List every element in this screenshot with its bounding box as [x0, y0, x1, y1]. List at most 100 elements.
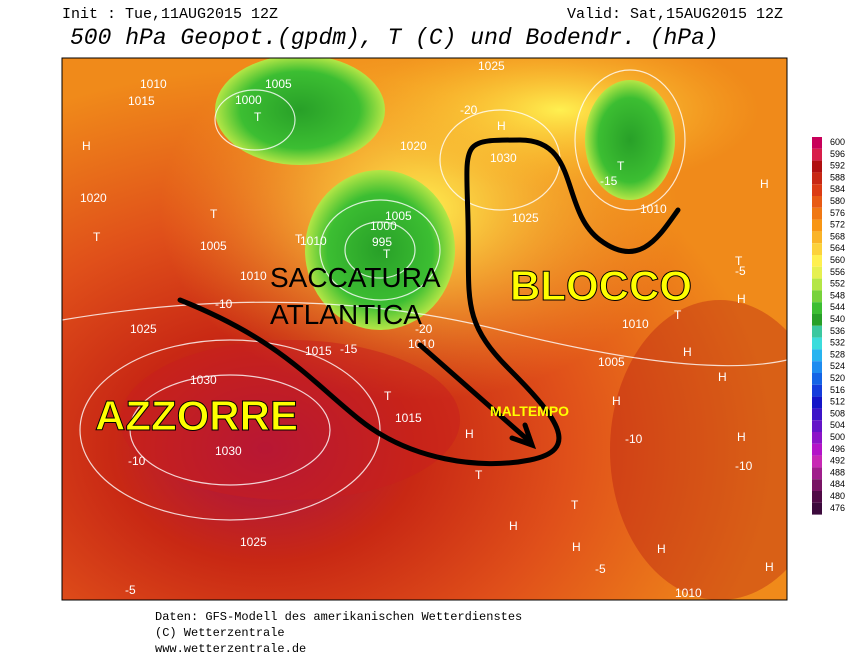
colorbar-swatch [812, 432, 822, 444]
map-label: 1010 [300, 234, 327, 248]
map-label: 1020 [400, 139, 427, 153]
colorbar-swatch [812, 172, 822, 185]
colorbar-swatch [812, 325, 822, 338]
colorbar-label: 508 [830, 408, 845, 418]
annotation: BLOCCO [510, 262, 692, 309]
colorbar-label: 476 [830, 503, 845, 513]
annotation: ATLANTICA [270, 299, 422, 330]
colorbar-swatch [812, 420, 822, 432]
colorbar-label: 512 [830, 397, 845, 407]
colorbar-swatch [812, 148, 822, 161]
colorbar-swatch [812, 373, 822, 385]
colorbar-label: 484 [830, 479, 845, 489]
colorbar-swatch [812, 243, 822, 255]
colorbar-label: 492 [830, 456, 845, 466]
colorbar-swatch [812, 467, 822, 480]
map-label: T [383, 247, 391, 261]
annotation: SACCATURA [270, 262, 441, 293]
colorbar-label: 584 [830, 184, 845, 194]
colorbar-label: 504 [830, 420, 845, 430]
init-time: Init : Tue,11AUG2015 12Z [62, 6, 278, 23]
map-label: 1015 [305, 344, 332, 358]
colorbar-swatch [812, 479, 822, 491]
map-label: -10 [128, 454, 146, 468]
annotation: MALTEMPO [490, 403, 569, 419]
map-label: H [683, 345, 692, 359]
map-label: -15 [340, 342, 358, 356]
colorbar-label: 588 [830, 172, 845, 182]
map [62, 58, 787, 600]
colorbar-label: 496 [830, 444, 845, 454]
map-label: 1025 [240, 535, 267, 549]
colorbar-label: 516 [830, 385, 845, 395]
map-label: 1010 [140, 77, 167, 91]
colorbar-swatch [812, 255, 822, 267]
map-title: 500 hPa Geopot.(gpdm), T (C) und Bodendr… [70, 25, 719, 51]
colorbar-swatch [812, 231, 822, 244]
map-label: H [760, 177, 769, 191]
colorbar-label: 552 [830, 279, 845, 289]
colorbar-label: 544 [830, 302, 845, 312]
map-label: -5 [595, 562, 606, 576]
colorbar-swatch [812, 290, 822, 303]
map-label: 1030 [190, 373, 217, 387]
colorbar-swatch [812, 502, 822, 515]
valid-time: Valid: Sat,15AUG2015 12Z [567, 6, 783, 23]
footer: Daten: GFS-Modell des amerikanischen Wet… [155, 610, 522, 624]
map-label: 1005 [265, 77, 292, 91]
annotation: AZZORRE [95, 392, 298, 439]
map-label: T [475, 468, 483, 482]
map-label: -20 [415, 322, 433, 336]
colorbar-label: 536 [830, 326, 845, 336]
map-label: T [210, 207, 218, 221]
colorbar-label: 596 [830, 149, 845, 159]
map-label: H [718, 370, 727, 384]
colorbar-label: 572 [830, 220, 845, 230]
map-label: H [737, 292, 746, 306]
map-label: 1025 [478, 59, 505, 73]
colorbar-swatch [812, 455, 822, 468]
colorbar-label: 488 [830, 467, 845, 477]
map-label: 1010 [622, 317, 649, 331]
colorbar-swatch [812, 196, 822, 208]
map-label: H [509, 519, 518, 533]
colorbar-swatch [812, 266, 822, 279]
map-label: 1005 [385, 209, 412, 223]
map-label: -10 [215, 297, 233, 311]
map-label: 1015 [395, 411, 422, 425]
map-label: 1020 [80, 191, 107, 205]
colorbar-swatch [812, 396, 822, 409]
map-label: 995 [372, 235, 392, 249]
map-label: T [674, 308, 682, 322]
map-label: H [82, 139, 91, 153]
map-label: 1005 [598, 355, 625, 369]
colorbar-swatch [812, 408, 822, 421]
colorbar-label: 580 [830, 196, 845, 206]
map-label: H [765, 560, 774, 574]
map-label: 1025 [512, 211, 539, 225]
colorbar-label: 540 [830, 314, 845, 324]
map-label: 1030 [215, 444, 242, 458]
colorbar-label: 520 [830, 373, 845, 383]
map-label: H [737, 430, 746, 444]
colorbar-swatch [812, 207, 822, 220]
colorbar-label: 480 [830, 491, 845, 501]
map-label: 1015 [128, 94, 155, 108]
flow-arrows [177, 137, 681, 467]
colorbar-swatch [812, 160, 822, 173]
map-label: H [572, 540, 581, 554]
colorbar-label: 564 [830, 243, 845, 253]
map-label: T [571, 498, 579, 512]
colorbar-swatch [812, 491, 822, 503]
colorbar-swatch [812, 361, 822, 373]
colorbar-label: 528 [830, 349, 845, 359]
colorbar-label: 600 [830, 137, 845, 147]
colorbar-label: 568 [830, 231, 845, 241]
colorbar-swatch [812, 349, 822, 362]
colorbar-label: 556 [830, 267, 845, 277]
map-label: H [497, 119, 506, 133]
colorbar-swatch [812, 219, 822, 232]
colorbar-swatch [812, 278, 822, 291]
colorbar-swatch [812, 137, 822, 149]
